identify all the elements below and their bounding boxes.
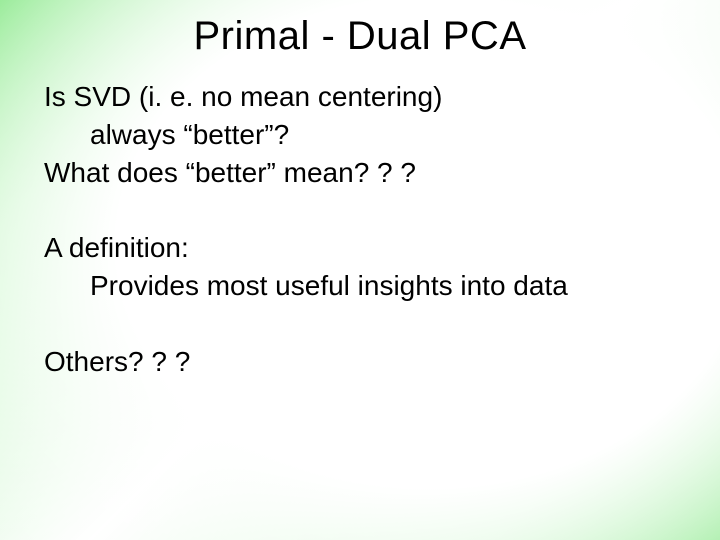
- definition-label: A definition:: [44, 229, 690, 267]
- slide: Primal - Dual PCA Is SVD (i. e. no mean …: [0, 0, 720, 540]
- definition-text: Provides most useful insights into data: [44, 267, 690, 305]
- slide-body: Is SVD (i. e. no mean centering) always …: [44, 78, 690, 381]
- question-1-line-2: always “better”?: [44, 116, 690, 154]
- question-1-line-1: Is SVD (i. e. no mean centering): [44, 78, 690, 116]
- question-2: What does “better” mean? ? ?: [44, 154, 690, 192]
- spacer-2: [44, 305, 690, 343]
- others-line: Others? ? ?: [44, 343, 690, 381]
- slide-title: Primal - Dual PCA: [0, 14, 720, 59]
- spacer-1: [44, 191, 690, 229]
